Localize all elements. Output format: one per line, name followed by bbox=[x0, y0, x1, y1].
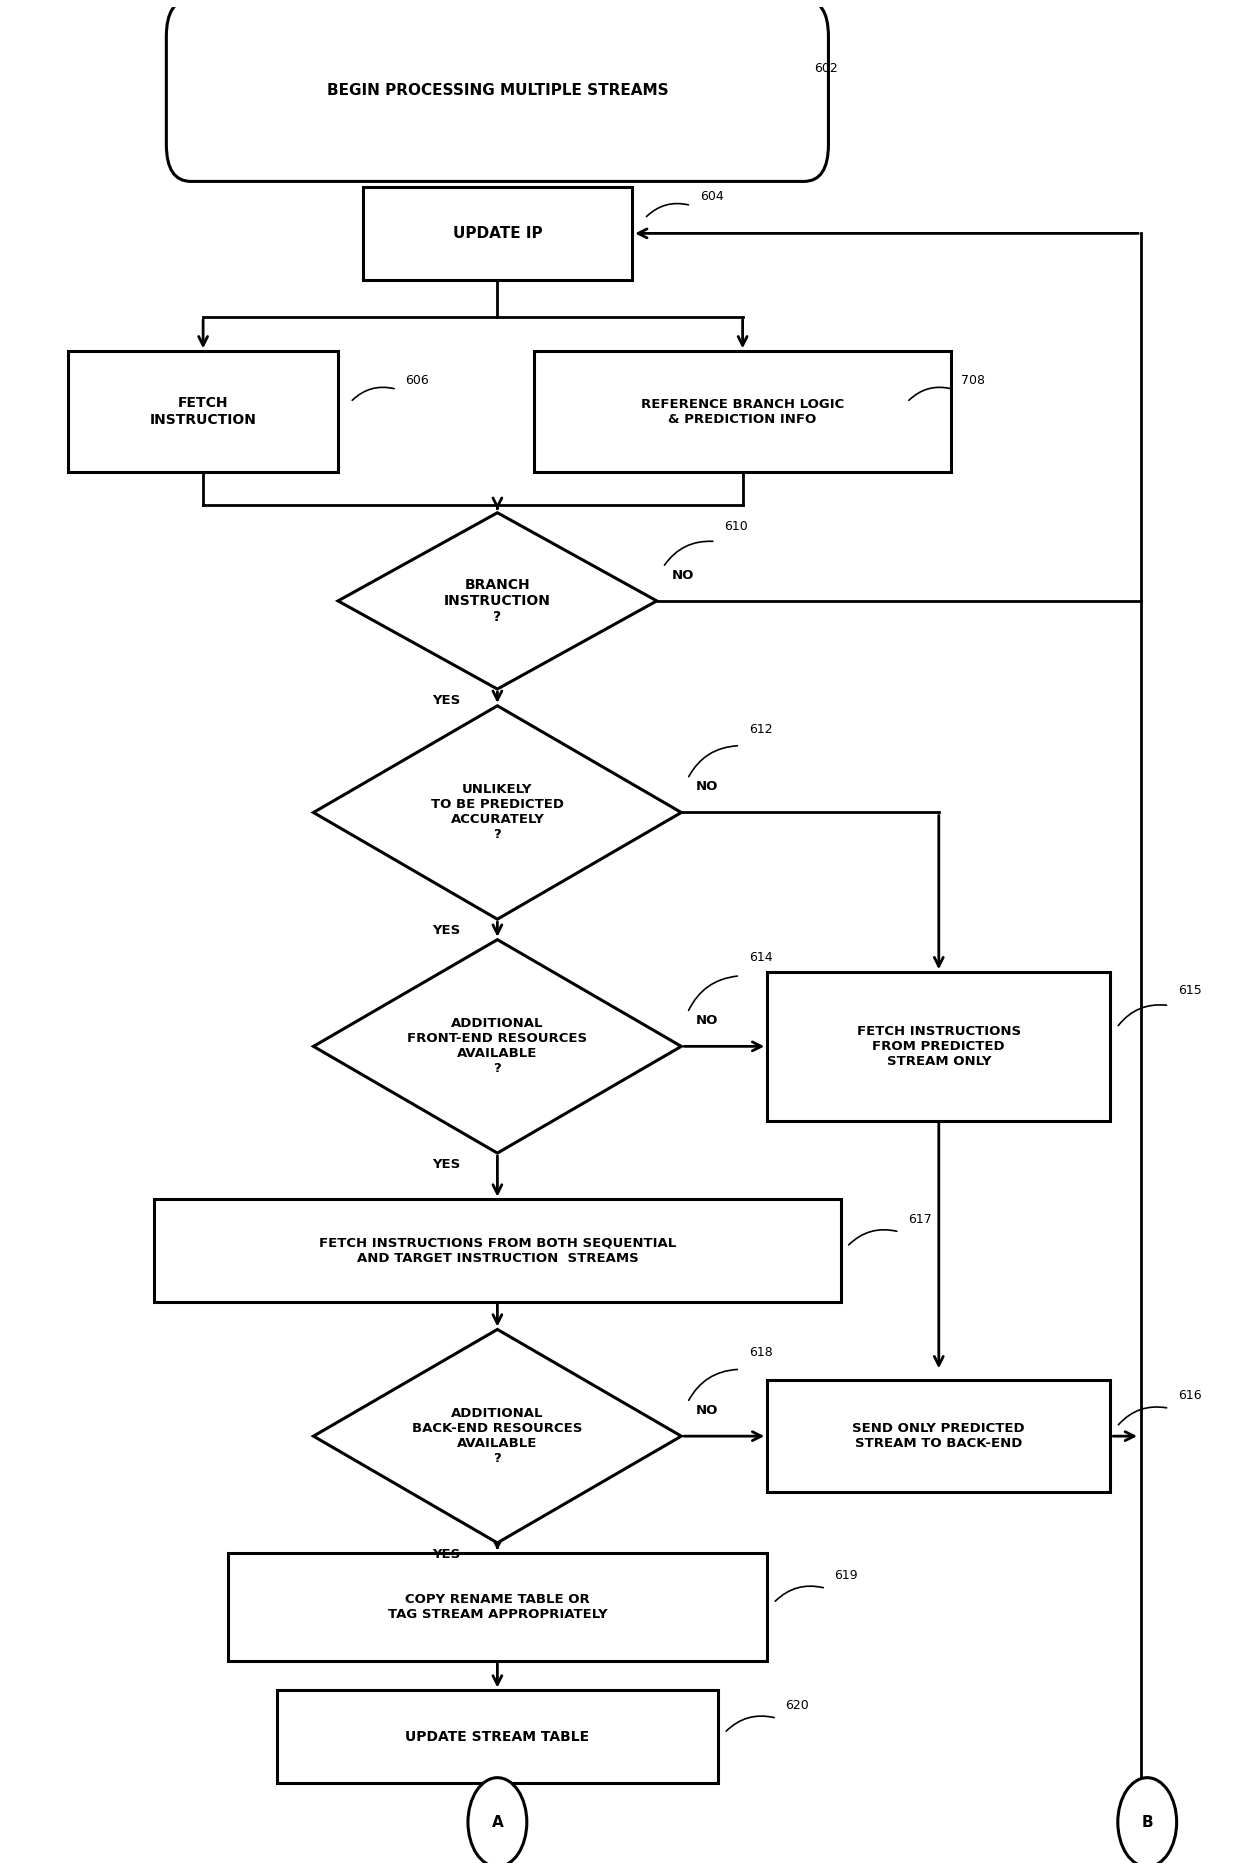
Text: B: B bbox=[1141, 1814, 1153, 1829]
Bar bbox=[534, 352, 951, 471]
Polygon shape bbox=[314, 1330, 681, 1543]
Text: A: A bbox=[491, 1814, 503, 1829]
Text: FETCH INSTRUCTIONS
FROM PREDICTED
STREAM ONLY: FETCH INSTRUCTIONS FROM PREDICTED STREAM… bbox=[857, 1025, 1021, 1068]
Text: 618: 618 bbox=[749, 1346, 773, 1359]
Text: UPDATE STREAM TABLE: UPDATE STREAM TABLE bbox=[405, 1730, 589, 1745]
Text: 617: 617 bbox=[908, 1214, 932, 1225]
Text: UNLIKELY
TO BE PREDICTED
ACCURATELY
?: UNLIKELY TO BE PREDICTED ACCURATELY ? bbox=[430, 784, 564, 842]
Circle shape bbox=[1117, 1778, 1177, 1866]
Text: ADDITIONAL
FRONT-END RESOURCES
AVAILABLE
?: ADDITIONAL FRONT-END RESOURCES AVAILABLE… bbox=[407, 1017, 588, 1075]
Text: REFERENCE BRANCH LOGIC
& PREDICTION INFO: REFERENCE BRANCH LOGIC & PREDICTION INFO bbox=[641, 398, 844, 426]
Text: FETCH INSTRUCTIONS FROM BOTH SEQUENTIAL
AND TARGET INSTRUCTION  STREAMS: FETCH INSTRUCTIONS FROM BOTH SEQUENTIAL … bbox=[319, 1236, 676, 1264]
Text: 615: 615 bbox=[1178, 984, 1202, 997]
Text: BRANCH
INSTRUCTION
?: BRANCH INSTRUCTION ? bbox=[444, 578, 551, 625]
Bar bbox=[768, 1380, 1111, 1492]
Text: 612: 612 bbox=[749, 722, 773, 735]
Text: 619: 619 bbox=[835, 1569, 858, 1582]
Text: UPDATE IP: UPDATE IP bbox=[453, 226, 542, 241]
Bar bbox=[277, 1690, 718, 1784]
Text: 614: 614 bbox=[749, 952, 773, 965]
Text: SEND ONLY PREDICTED
STREAM TO BACK-END: SEND ONLY PREDICTED STREAM TO BACK-END bbox=[852, 1423, 1025, 1449]
Text: NO: NO bbox=[696, 1404, 718, 1417]
Text: YES: YES bbox=[432, 924, 460, 937]
Text: 606: 606 bbox=[405, 374, 429, 387]
Text: YES: YES bbox=[432, 1158, 460, 1171]
Text: FETCH
INSTRUCTION: FETCH INSTRUCTION bbox=[150, 396, 257, 426]
Text: 620: 620 bbox=[785, 1700, 810, 1713]
Text: YES: YES bbox=[432, 1548, 460, 1561]
Text: 708: 708 bbox=[961, 374, 985, 387]
Text: NO: NO bbox=[696, 1014, 718, 1027]
FancyBboxPatch shape bbox=[166, 0, 828, 181]
Bar bbox=[154, 1199, 841, 1302]
Bar bbox=[362, 187, 632, 280]
Text: COPY RENAME TABLE OR
TAG STREAM APPROPRIATELY: COPY RENAME TABLE OR TAG STREAM APPROPRI… bbox=[388, 1593, 608, 1621]
Text: 616: 616 bbox=[1178, 1389, 1202, 1402]
Text: NO: NO bbox=[696, 780, 718, 793]
Text: YES: YES bbox=[432, 694, 460, 707]
Polygon shape bbox=[314, 939, 681, 1154]
Text: NO: NO bbox=[672, 568, 694, 582]
Polygon shape bbox=[314, 705, 681, 920]
Text: 604: 604 bbox=[699, 191, 723, 204]
Circle shape bbox=[467, 1778, 527, 1866]
Bar bbox=[228, 1554, 768, 1661]
Text: 602: 602 bbox=[813, 62, 837, 75]
Text: BEGIN PROCESSING MULTIPLE STREAMS: BEGIN PROCESSING MULTIPLE STREAMS bbox=[326, 82, 668, 97]
Bar bbox=[68, 352, 339, 471]
Text: 610: 610 bbox=[724, 520, 748, 533]
Polygon shape bbox=[339, 512, 657, 688]
Bar bbox=[768, 972, 1111, 1120]
Text: ADDITIONAL
BACK-END RESOURCES
AVAILABLE
?: ADDITIONAL BACK-END RESOURCES AVAILABLE … bbox=[412, 1406, 583, 1466]
